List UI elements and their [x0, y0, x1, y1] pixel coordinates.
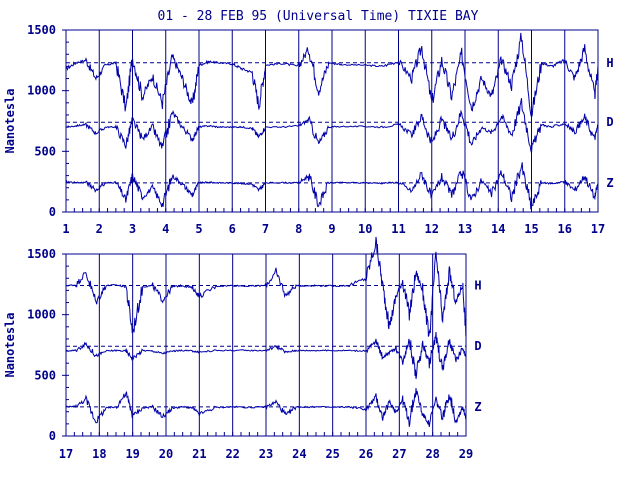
- x-tick-label: 8: [295, 222, 302, 236]
- component-label-h: H: [606, 56, 613, 70]
- x-tick-label: 9: [328, 222, 335, 236]
- panel-2: 17 18 19 20 21 22 23 24 25 26 27 28 29 0 500 1000 1500 Na…: [3, 236, 482, 461]
- series-d-trace: [65, 331, 467, 379]
- x-tick-label: 20: [159, 447, 173, 461]
- series-h-trace: [65, 32, 599, 119]
- series-h-trace: [65, 236, 467, 337]
- x-tick-label: 5: [195, 222, 202, 236]
- y-tick-label: 500: [34, 368, 56, 382]
- x-tick-label: 17: [591, 222, 605, 236]
- y-tick-label: 0: [49, 205, 56, 219]
- x-tick-label: 2: [96, 222, 103, 236]
- x-tick-label: 18: [92, 447, 106, 461]
- x-tick-label: 6: [229, 222, 236, 236]
- x-tick-label: 4: [162, 222, 169, 236]
- y-tick-label: 0: [49, 429, 56, 443]
- x-tick-label: 15: [524, 222, 538, 236]
- x-tick-label: 3: [129, 222, 136, 236]
- y-tick-label: 1500: [27, 247, 56, 261]
- y-axis-label: Nanotesla: [3, 312, 17, 377]
- y-tick-label: 1000: [27, 308, 56, 322]
- x-tick-label: 13: [458, 222, 472, 236]
- y-tick-label: 1000: [27, 84, 56, 98]
- x-tick-label: 27: [392, 447, 406, 461]
- x-tick-label: 16: [558, 222, 572, 236]
- x-tick-label: 25: [325, 447, 339, 461]
- x-tick-label: 21: [192, 447, 206, 461]
- chart-title: 01 - 28 FEB 95 (Universal Time) TIXIE BA…: [158, 9, 479, 24]
- x-tick-label: 17: [59, 447, 73, 461]
- x-tick-label: 19: [125, 447, 139, 461]
- x-tick-label: 28: [425, 447, 439, 461]
- x-tick-label: 22: [225, 447, 239, 461]
- y-axis-label: Nanotesla: [3, 88, 17, 153]
- component-label-z: Z: [474, 400, 481, 414]
- x-tick-label: 14: [491, 222, 505, 236]
- series-d-trace: [66, 98, 599, 154]
- chart-panels: 1 2 3 4 5 6 7 8 9 10 11 12 13 14 15 16 17050010001500Nan…: [3, 23, 614, 461]
- x-tick-label: 10: [358, 222, 372, 236]
- x-tick-label: 29: [459, 447, 473, 461]
- y-tick-label: 1500: [27, 23, 56, 37]
- panel-1: 1 2 3 4 5 6 7 8 9 10 11 12 13 14 15 16 17050010001500Nan…: [3, 23, 614, 236]
- x-tick-label: 12: [425, 222, 439, 236]
- x-tick-label: 7: [262, 222, 269, 236]
- series-z-trace: [65, 162, 599, 210]
- component-label-z: Z: [606, 176, 613, 190]
- x-tick-label: 11: [391, 222, 405, 236]
- component-label-d: D: [474, 339, 481, 353]
- x-tick-label: 1: [62, 222, 69, 236]
- x-tick-label: 26: [359, 447, 373, 461]
- series-z-trace: [65, 387, 467, 427]
- component-label-h: H: [474, 279, 481, 293]
- x-tick-label: 23: [259, 447, 273, 461]
- y-tick-label: 500: [34, 144, 56, 158]
- component-label-d: D: [606, 115, 613, 129]
- x-tick-label: 24: [292, 447, 306, 461]
